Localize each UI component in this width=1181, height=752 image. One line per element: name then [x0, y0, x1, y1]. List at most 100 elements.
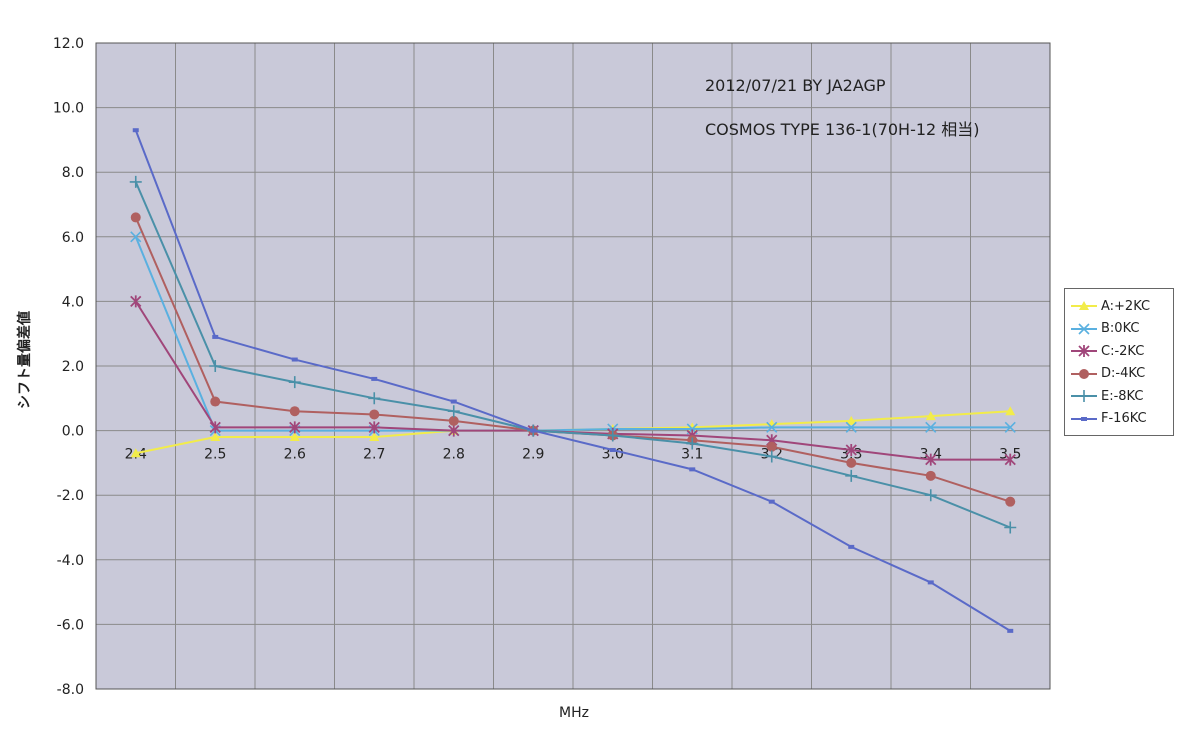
data-point	[288, 376, 301, 389]
legend-item: A:+2KC	[1065, 295, 1175, 317]
data-point	[448, 424, 460, 437]
data-point	[925, 470, 936, 481]
data-point	[1079, 368, 1089, 379]
marker-star	[209, 421, 221, 434]
data-point	[927, 580, 934, 585]
data-point	[848, 544, 855, 549]
marker-plus	[845, 469, 858, 482]
legend-label: D:-4KC	[1101, 366, 1146, 381]
marker-plus	[1004, 521, 1017, 534]
marker-star	[925, 453, 937, 466]
y-tick-label: 0.0	[62, 424, 84, 440]
marker-dash	[450, 399, 457, 404]
legend-label: E:-8KC	[1101, 388, 1144, 404]
marker-plus	[924, 489, 937, 502]
marker-dash	[530, 428, 537, 433]
data-point	[130, 295, 142, 308]
data-point	[129, 175, 142, 188]
data-point	[924, 489, 937, 502]
data-point	[130, 212, 141, 223]
legend-label: C:-2KC	[1101, 343, 1145, 359]
series-line	[134, 181, 1011, 529]
data-point	[369, 409, 380, 420]
marker-dash	[212, 334, 219, 339]
y-tick-label: -2.0	[57, 488, 84, 504]
data-point	[209, 360, 222, 372]
data-point	[1004, 453, 1016, 466]
legend-swatch	[1071, 322, 1097, 335]
data-point	[1079, 301, 1089, 310]
data-point	[1078, 345, 1090, 357]
marker-triangle	[130, 448, 141, 458]
marker-dash	[848, 544, 855, 549]
data-point	[209, 421, 221, 434]
marker-star	[130, 295, 142, 308]
marker-plus	[447, 405, 460, 418]
marker-dash	[609, 447, 616, 452]
marker-star	[289, 421, 301, 434]
marker-triangle	[1005, 406, 1016, 416]
legend-item: E:-8KC	[1065, 385, 1175, 407]
y-tick-label: -8.0	[57, 682, 84, 698]
legend-swatch	[1071, 301, 1097, 310]
data-point	[371, 376, 378, 381]
x-tick-label: 3.1	[681, 447, 703, 463]
y-tick-label: 8.0	[62, 165, 84, 181]
marker-dash	[927, 580, 934, 585]
marker-dash	[371, 376, 378, 381]
plot-border	[95, 42, 1051, 690]
legend: A:+2KC B:0KC C:-2KC D:-4KC E:-8KC F-16KC	[1064, 288, 1174, 436]
marker-plus	[606, 429, 619, 442]
legend-swatch	[1071, 390, 1097, 402]
x-tick-label: 2.7	[363, 447, 385, 463]
y-tick-label: 12.0	[53, 36, 84, 52]
x-tick-label: 2.5	[204, 447, 226, 463]
data-point	[686, 437, 699, 450]
y-axis-label: シフト量偏差値	[17, 311, 33, 409]
legend-item: C:-2KC	[1065, 340, 1175, 362]
marker-circle	[369, 409, 380, 420]
data-point	[768, 499, 775, 504]
marker-plus	[209, 360, 222, 372]
data-point	[766, 421, 778, 433]
marker-x	[766, 421, 778, 433]
data-point	[689, 467, 696, 472]
x-tick-label: 2.9	[522, 447, 544, 463]
data-point	[212, 334, 219, 339]
y-tick-label: 2.0	[62, 359, 84, 375]
marker-star	[448, 424, 460, 437]
marker-dash	[291, 357, 298, 362]
marker-circle	[846, 457, 857, 468]
data-point	[132, 128, 139, 133]
data-point	[766, 441, 777, 452]
marker-circle	[448, 415, 459, 426]
marker-dash	[1081, 416, 1087, 421]
annotation-date: 2012/07/21 BY JA2AGP	[705, 76, 886, 95]
data-point	[210, 396, 221, 407]
x-axis-label: MHz	[559, 705, 589, 721]
marker-star	[845, 443, 857, 456]
data-point	[845, 443, 857, 456]
legend-swatch	[1071, 345, 1097, 357]
marker-dash	[768, 499, 775, 504]
marker-circle	[766, 441, 777, 452]
marker-circle	[130, 212, 141, 223]
legend-item: B:0KC	[1065, 318, 1175, 340]
data-point	[1078, 390, 1090, 402]
marker-dash	[689, 467, 696, 472]
marker-circle	[289, 406, 300, 417]
series-line	[134, 129, 1011, 632]
data-point	[765, 450, 778, 463]
marker-star	[368, 421, 380, 434]
data-point	[289, 406, 300, 417]
marker-star	[1078, 345, 1090, 357]
data-point	[369, 432, 380, 442]
data-point	[1005, 406, 1016, 416]
legend-item: D:-4KC	[1065, 363, 1175, 385]
data-point	[289, 421, 301, 434]
marker-x	[925, 421, 937, 433]
annotation-model: COSMOS TYPE 136-1(70H-12 相当)	[705, 120, 980, 139]
marker-plus	[288, 376, 301, 389]
